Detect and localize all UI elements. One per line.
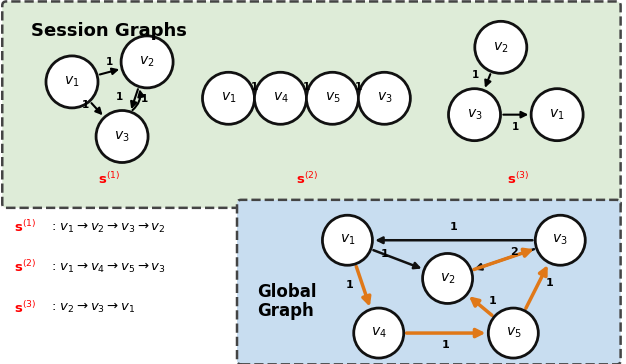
Circle shape	[202, 72, 255, 124]
Circle shape	[358, 72, 411, 124]
Text: Global
Graph: Global Graph	[257, 283, 316, 320]
Text: $v_2$: $v_2$	[140, 55, 155, 69]
Text: : $v_1 \rightarrow v_2 \rightarrow v_3 \rightarrow v_2$: : $v_1 \rightarrow v_2 \rightarrow v_3 \…	[51, 221, 166, 234]
Text: 1: 1	[303, 82, 310, 92]
Text: $\mathbf{s}^{(1)}$: $\mathbf{s}^{(1)}$	[98, 171, 121, 187]
Circle shape	[254, 72, 307, 124]
Text: : $v_1 \rightarrow v_4 \rightarrow v_5 \rightarrow v_3$: : $v_1 \rightarrow v_4 \rightarrow v_5 \…	[51, 261, 166, 274]
FancyBboxPatch shape	[3, 1, 620, 208]
Circle shape	[531, 89, 583, 141]
Text: $v_1$: $v_1$	[550, 107, 565, 122]
Text: $v_3$: $v_3$	[115, 129, 130, 144]
Circle shape	[448, 89, 501, 141]
Text: 1: 1	[512, 122, 520, 132]
Circle shape	[488, 308, 538, 358]
FancyBboxPatch shape	[237, 200, 620, 364]
Text: $v_3$: $v_3$	[553, 233, 568, 248]
Text: $v_3$: $v_3$	[467, 107, 482, 122]
Circle shape	[322, 215, 372, 265]
Text: $v_2$: $v_2$	[440, 271, 455, 286]
Circle shape	[423, 253, 473, 304]
Text: $\mathbf{s}^{(2)}$: $\mathbf{s}^{(2)}$	[14, 260, 36, 276]
Text: $v_1$: $v_1$	[64, 75, 80, 89]
Circle shape	[306, 72, 359, 124]
Text: 1: 1	[450, 222, 458, 232]
Text: : $v_2 \rightarrow v_3 \rightarrow v_1$: : $v_2 \rightarrow v_3 \rightarrow v_1$	[51, 301, 136, 314]
Circle shape	[354, 308, 404, 358]
Text: 1: 1	[251, 82, 258, 92]
Text: Session Graphs: Session Graphs	[31, 22, 187, 40]
Text: 1: 1	[345, 280, 353, 290]
Text: 1: 1	[116, 92, 123, 102]
Text: 1: 1	[106, 57, 113, 67]
Circle shape	[46, 56, 98, 108]
Text: 1: 1	[488, 296, 496, 306]
Text: $\mathbf{s}^{(3)}$: $\mathbf{s}^{(3)}$	[14, 300, 36, 316]
Circle shape	[535, 215, 585, 265]
Text: $v_3$: $v_3$	[377, 91, 392, 106]
Text: 1: 1	[141, 94, 148, 104]
Circle shape	[96, 111, 148, 162]
Text: $v_5$: $v_5$	[506, 326, 521, 340]
Text: $v_1$: $v_1$	[340, 233, 355, 248]
Text: $v_1$: $v_1$	[221, 91, 236, 106]
Text: 1: 1	[472, 70, 480, 80]
Text: 1: 1	[381, 249, 388, 259]
Text: $\mathbf{s}^{(2)}$: $\mathbf{s}^{(2)}$	[295, 171, 318, 187]
Text: 1: 1	[546, 278, 553, 288]
Text: $v_4$: $v_4$	[371, 326, 387, 340]
Text: $\mathbf{s}^{(1)}$: $\mathbf{s}^{(1)}$	[14, 219, 36, 236]
Circle shape	[475, 21, 527, 73]
Text: 1: 1	[355, 82, 362, 92]
Circle shape	[121, 36, 173, 88]
Text: 1: 1	[81, 100, 89, 110]
Text: $\mathbf{s}^{(3)}$: $\mathbf{s}^{(3)}$	[507, 171, 530, 187]
Text: 2: 2	[510, 248, 518, 257]
Text: 1: 1	[442, 340, 450, 350]
Text: $v_5$: $v_5$	[325, 91, 340, 106]
Text: $v_4$: $v_4$	[272, 91, 289, 106]
Text: $v_2$: $v_2$	[493, 40, 508, 55]
